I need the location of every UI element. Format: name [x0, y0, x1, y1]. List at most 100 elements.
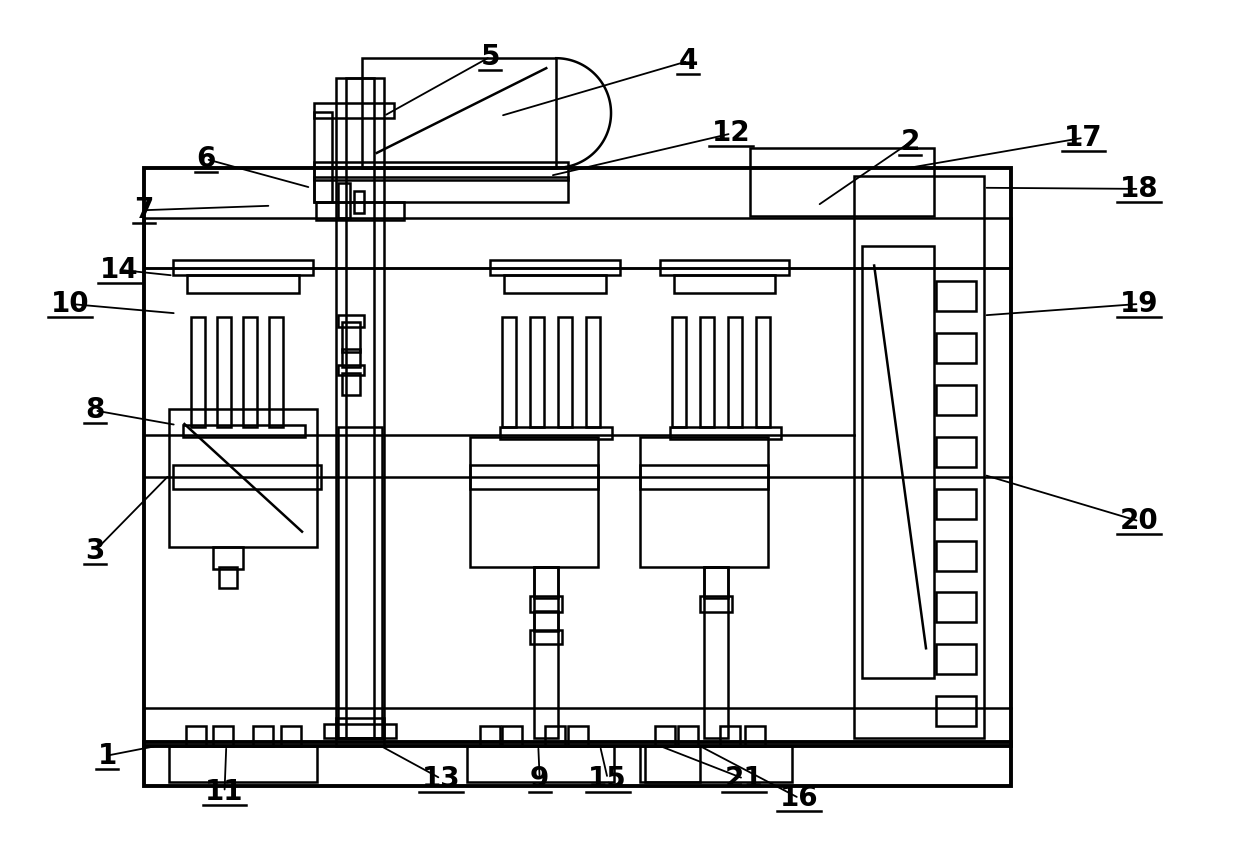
Bar — [187, 275, 299, 293]
Bar — [531, 317, 544, 427]
Bar — [144, 218, 1011, 268]
Text: 10: 10 — [51, 290, 89, 318]
Text: 4: 4 — [678, 47, 698, 75]
Bar — [704, 567, 728, 598]
Text: 15: 15 — [588, 764, 627, 793]
Bar — [502, 726, 522, 746]
Bar — [466, 746, 614, 781]
Bar — [480, 726, 501, 746]
Bar — [342, 322, 360, 352]
Bar — [640, 437, 768, 567]
Bar — [170, 409, 317, 546]
Bar — [936, 645, 976, 675]
Bar — [191, 317, 206, 427]
Bar — [640, 746, 699, 781]
Bar — [672, 317, 686, 427]
Bar — [936, 489, 976, 519]
Bar — [144, 168, 1011, 746]
Bar — [936, 333, 976, 363]
Bar — [534, 567, 558, 598]
Text: 5: 5 — [480, 43, 500, 71]
Bar — [719, 726, 739, 746]
Bar — [854, 176, 983, 738]
Text: 7: 7 — [134, 196, 154, 224]
Bar — [314, 112, 332, 202]
Bar — [324, 724, 396, 738]
Text: 16: 16 — [780, 784, 818, 812]
Bar — [346, 78, 373, 738]
Bar — [362, 58, 557, 168]
Bar — [184, 425, 305, 437]
Bar — [670, 427, 781, 439]
Bar — [314, 162, 568, 180]
Text: 6: 6 — [196, 145, 216, 173]
Text: 8: 8 — [86, 397, 104, 424]
Bar — [470, 465, 598, 489]
Bar — [749, 148, 934, 215]
Bar — [316, 202, 404, 220]
Bar — [534, 567, 558, 738]
Bar — [704, 567, 728, 738]
Bar — [505, 275, 606, 293]
Bar — [699, 597, 732, 612]
Bar — [936, 281, 976, 311]
Bar — [678, 726, 698, 746]
Text: 18: 18 — [1120, 175, 1158, 203]
Bar — [186, 726, 206, 746]
Bar — [645, 746, 792, 781]
Bar — [531, 597, 562, 612]
Bar — [243, 317, 257, 427]
Bar — [339, 315, 363, 327]
Text: 17: 17 — [1064, 124, 1102, 151]
Bar — [144, 742, 1011, 786]
Bar — [936, 593, 976, 622]
Bar — [491, 260, 620, 275]
Bar — [174, 465, 321, 489]
Bar — [339, 365, 363, 375]
Bar — [342, 373, 360, 395]
Bar — [342, 349, 360, 367]
Bar — [587, 317, 600, 427]
Bar — [936, 696, 976, 726]
Bar — [936, 385, 976, 415]
Bar — [501, 427, 613, 439]
Bar — [253, 726, 273, 746]
Text: 12: 12 — [712, 120, 750, 147]
Bar — [217, 317, 232, 427]
Bar — [936, 540, 976, 570]
Bar — [470, 437, 598, 567]
Text: 2: 2 — [900, 128, 920, 156]
Bar — [728, 317, 742, 427]
Text: 3: 3 — [86, 537, 104, 565]
Bar — [336, 78, 383, 738]
Text: 19: 19 — [1120, 290, 1158, 318]
Bar — [568, 726, 588, 746]
Bar — [281, 726, 301, 746]
Bar — [640, 465, 768, 489]
Bar — [534, 611, 558, 631]
Bar — [339, 183, 350, 218]
Bar — [673, 275, 775, 293]
Bar — [936, 437, 976, 467]
Bar — [862, 245, 934, 678]
Text: 20: 20 — [1120, 507, 1158, 535]
Bar — [755, 317, 770, 427]
Text: 21: 21 — [724, 764, 763, 793]
Bar — [531, 630, 562, 645]
Text: 13: 13 — [422, 764, 460, 793]
Bar — [744, 726, 765, 746]
Bar — [213, 726, 233, 746]
Bar — [219, 567, 237, 588]
Bar — [339, 427, 382, 738]
Bar — [213, 546, 243, 569]
Bar — [699, 317, 714, 427]
Text: 9: 9 — [529, 764, 549, 793]
Bar — [655, 726, 675, 746]
Bar — [336, 718, 383, 746]
Text: 11: 11 — [206, 778, 244, 806]
Bar — [170, 746, 317, 781]
Bar — [502, 317, 516, 427]
Text: 1: 1 — [98, 741, 117, 770]
Text: 14: 14 — [100, 256, 139, 284]
Bar — [353, 191, 363, 213]
